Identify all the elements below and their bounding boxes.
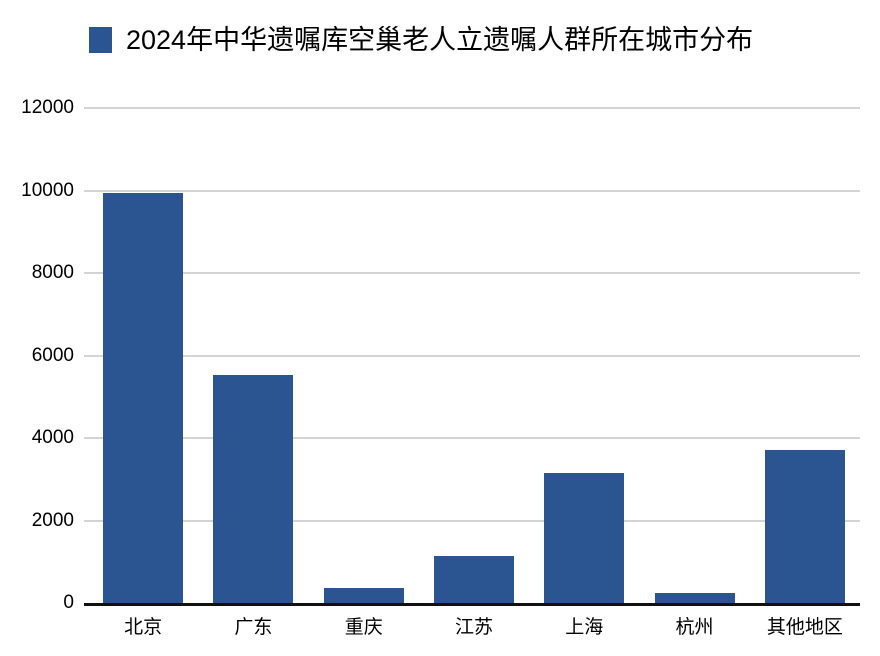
y-axis-tick-label: 0 [63, 592, 74, 613]
bar[interactable] [544, 473, 625, 603]
plot-area [84, 107, 860, 606]
bar[interactable] [323, 588, 404, 603]
chart-title: 2024年中华遗嘱库空巢老人立遗嘱人群所在城市分布 [126, 25, 754, 55]
x-axis-category-label: 上海 [565, 617, 604, 638]
y-axis-tick-label: 4000 [31, 427, 74, 448]
gridline [84, 272, 860, 274]
x-axis-line [84, 603, 860, 606]
gridline [84, 437, 860, 439]
y-axis-tick-label: 12000 [21, 97, 74, 118]
y-axis-tick-label: 2000 [31, 509, 74, 531]
bar[interactable] [434, 556, 514, 603]
y-axis-tick-label: 6000 [31, 344, 74, 366]
legend[interactable]: 2024年中华遗嘱库空巢老人立遗嘱人群所在城市分布 [89, 24, 753, 56]
gridline [84, 519, 860, 522]
gridline [84, 189, 860, 192]
x-axis-category-label: 杭州 [675, 617, 714, 638]
x-axis-category-label: 其他地区 [766, 617, 843, 638]
x-axis-category-label: 广东 [234, 617, 273, 638]
x-axis-category-label: 江苏 [454, 617, 493, 638]
bar[interactable] [764, 450, 845, 603]
bar[interactable] [654, 593, 735, 603]
gridline [84, 107, 860, 109]
gridline [84, 354, 860, 357]
x-axis-category-label: 重庆 [344, 617, 383, 638]
y-axis-tick-label: 8000 [31, 262, 74, 283]
legend-swatch-icon [89, 27, 112, 54]
x-axis-category-label: 北京 [124, 617, 163, 638]
y-axis-tick-label: 10000 [21, 179, 74, 201]
bar[interactable] [213, 375, 294, 603]
bar[interactable] [103, 193, 184, 603]
